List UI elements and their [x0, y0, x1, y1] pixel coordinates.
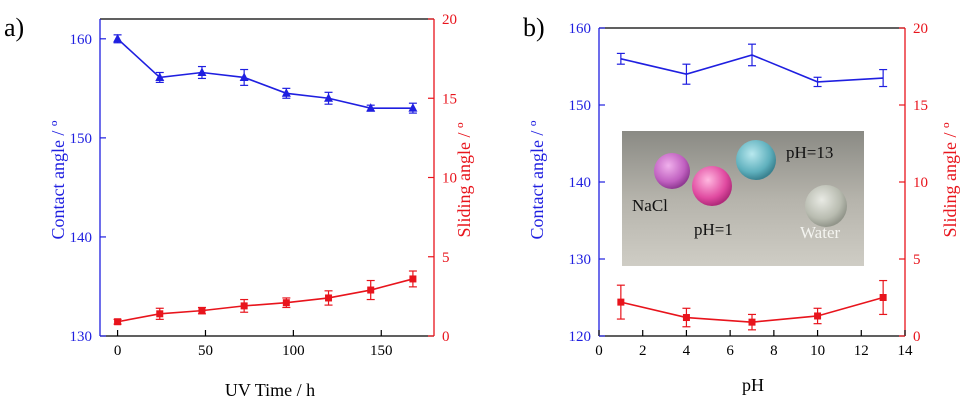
panel-a-sliding-angle-point	[282, 299, 290, 307]
panel-a-sliding-angle-point	[367, 286, 375, 294]
panel-a-plot-area: 0 50 100 150 130 140 150 160 0 5 10 15 20	[70, 12, 458, 359]
panel-a-left-tick-label: 130	[70, 329, 93, 345]
panel-b-left-axis-title: Contact angle / º	[527, 120, 547, 239]
panel-a-label: a)	[4, 13, 24, 42]
panel-a-right-tick-label: 5	[442, 250, 450, 266]
panel-a-left-tick-label: 140	[70, 230, 93, 246]
panel-a: a) 0 50 100 150 130 140 150 160 0 5 10 15 20 UV Time…	[4, 12, 474, 398]
panel-a-contact-angle-point	[324, 93, 334, 102]
panel-b-sliding-angle-point	[617, 298, 625, 306]
panel-b-sliding-angle-point	[748, 318, 756, 326]
panel-b-right-axis-title: Sliding angle / º	[940, 122, 960, 237]
panel-b-left-tick-label: 140	[569, 175, 592, 191]
panel-a-contact-angle-point	[281, 88, 291, 97]
panel-a-sliding-angle-point	[240, 302, 248, 310]
panel-b-x-axis-title: pH	[742, 375, 764, 395]
panel-a-right-tick-label: 20	[442, 12, 457, 28]
panel-b-x-tick-label: 14	[898, 343, 914, 359]
panel-a-contact-angle-point	[366, 103, 376, 112]
panel-b: b)	[523, 13, 960, 395]
panel-a-sliding-angle-point	[156, 310, 164, 318]
panel-a-sliding-angle-line	[117, 278, 414, 323]
panel-b-left-tick-label: 150	[569, 98, 592, 114]
panel-b-x-tick-label: 4	[683, 343, 691, 359]
panel-a-x-tick-label: 0	[114, 343, 122, 359]
ph13-droplet	[736, 140, 776, 180]
panel-b-x-tick-label: 12	[854, 343, 869, 359]
panel-a-sliding-angle-point	[114, 318, 122, 326]
inset-label-nacl: NaCl	[632, 196, 668, 215]
panel-b-x-tick-label: 8	[770, 343, 778, 359]
panel-b-label: b)	[523, 13, 545, 42]
panel-a-sliding-angle-point	[325, 294, 333, 302]
panel-b-left-tick-label: 160	[569, 21, 592, 37]
ph1-droplet	[692, 166, 732, 206]
inset-photo: pH=13 NaCl pH=1 Water	[622, 131, 864, 266]
panel-b-right-tick-label: 0	[913, 329, 921, 345]
panel-b-x-tick-label: 2	[639, 343, 647, 359]
panel-b-right-tick-label: 20	[913, 21, 928, 37]
panel-a-right-axis-title: Sliding angle / º	[454, 122, 474, 237]
panel-b-x-tick-label: 10	[810, 343, 825, 359]
panel-b-right-tick-label: 10	[913, 175, 928, 191]
panel-a-sliding-angle-point	[198, 307, 206, 315]
panel-a-x-tick-label: 50	[198, 343, 213, 359]
panel-b-plot-area: 0 2 4 6 8 10 12 14 120 130 140 150 160 0 5 10 15 20	[569, 21, 929, 359]
panel-a-contact-angle-line	[117, 38, 413, 109]
panel-a-contact-angle-point	[113, 33, 123, 43]
panel-a-left-tick-label: 150	[70, 131, 93, 147]
panel-a-x-tick-label: 150	[370, 343, 393, 359]
panel-b-right-tick-label: 5	[913, 252, 921, 268]
panel-a-contact-angle-point	[155, 72, 165, 81]
panel-b-right-tick-label: 15	[913, 98, 928, 114]
panel-a-right-tick-label: 0	[442, 329, 450, 345]
panel-a-right-tick-label: 10	[442, 171, 457, 187]
water-droplet	[805, 185, 847, 227]
panel-b-sliding-angle-point	[682, 314, 690, 322]
panel-b-sliding-angle-point	[814, 312, 822, 320]
nacl-droplet	[654, 153, 690, 189]
inset-label-ph13: pH=13	[786, 143, 833, 162]
panel-a-sliding-angle-point	[409, 275, 417, 283]
panel-a-contact-angle-point	[408, 103, 418, 112]
panel-b-left-tick-label: 130	[569, 252, 592, 268]
panel-a-contact-angle-point	[197, 67, 207, 76]
panel-a-x-tick-label: 100	[282, 343, 305, 359]
panel-a-right-tick-label: 15	[442, 91, 457, 107]
panel-a-contact-angle-point	[239, 72, 249, 81]
panel-a-left-axis-title: Contact angle / º	[48, 120, 68, 239]
panel-b-x-tick-label: 6	[726, 343, 734, 359]
panel-a-x-axis-title: UV Time / h	[225, 380, 315, 398]
inset-label-ph1: pH=1	[694, 220, 733, 239]
panel-b-x-tick-label: 0	[595, 343, 603, 359]
panel-b-left-tick-label: 120	[569, 329, 592, 345]
panel-a-left-tick-label: 160	[70, 32, 93, 48]
panel-b-sliding-angle-point	[879, 294, 887, 301]
inset-label-water: Water	[800, 223, 840, 242]
